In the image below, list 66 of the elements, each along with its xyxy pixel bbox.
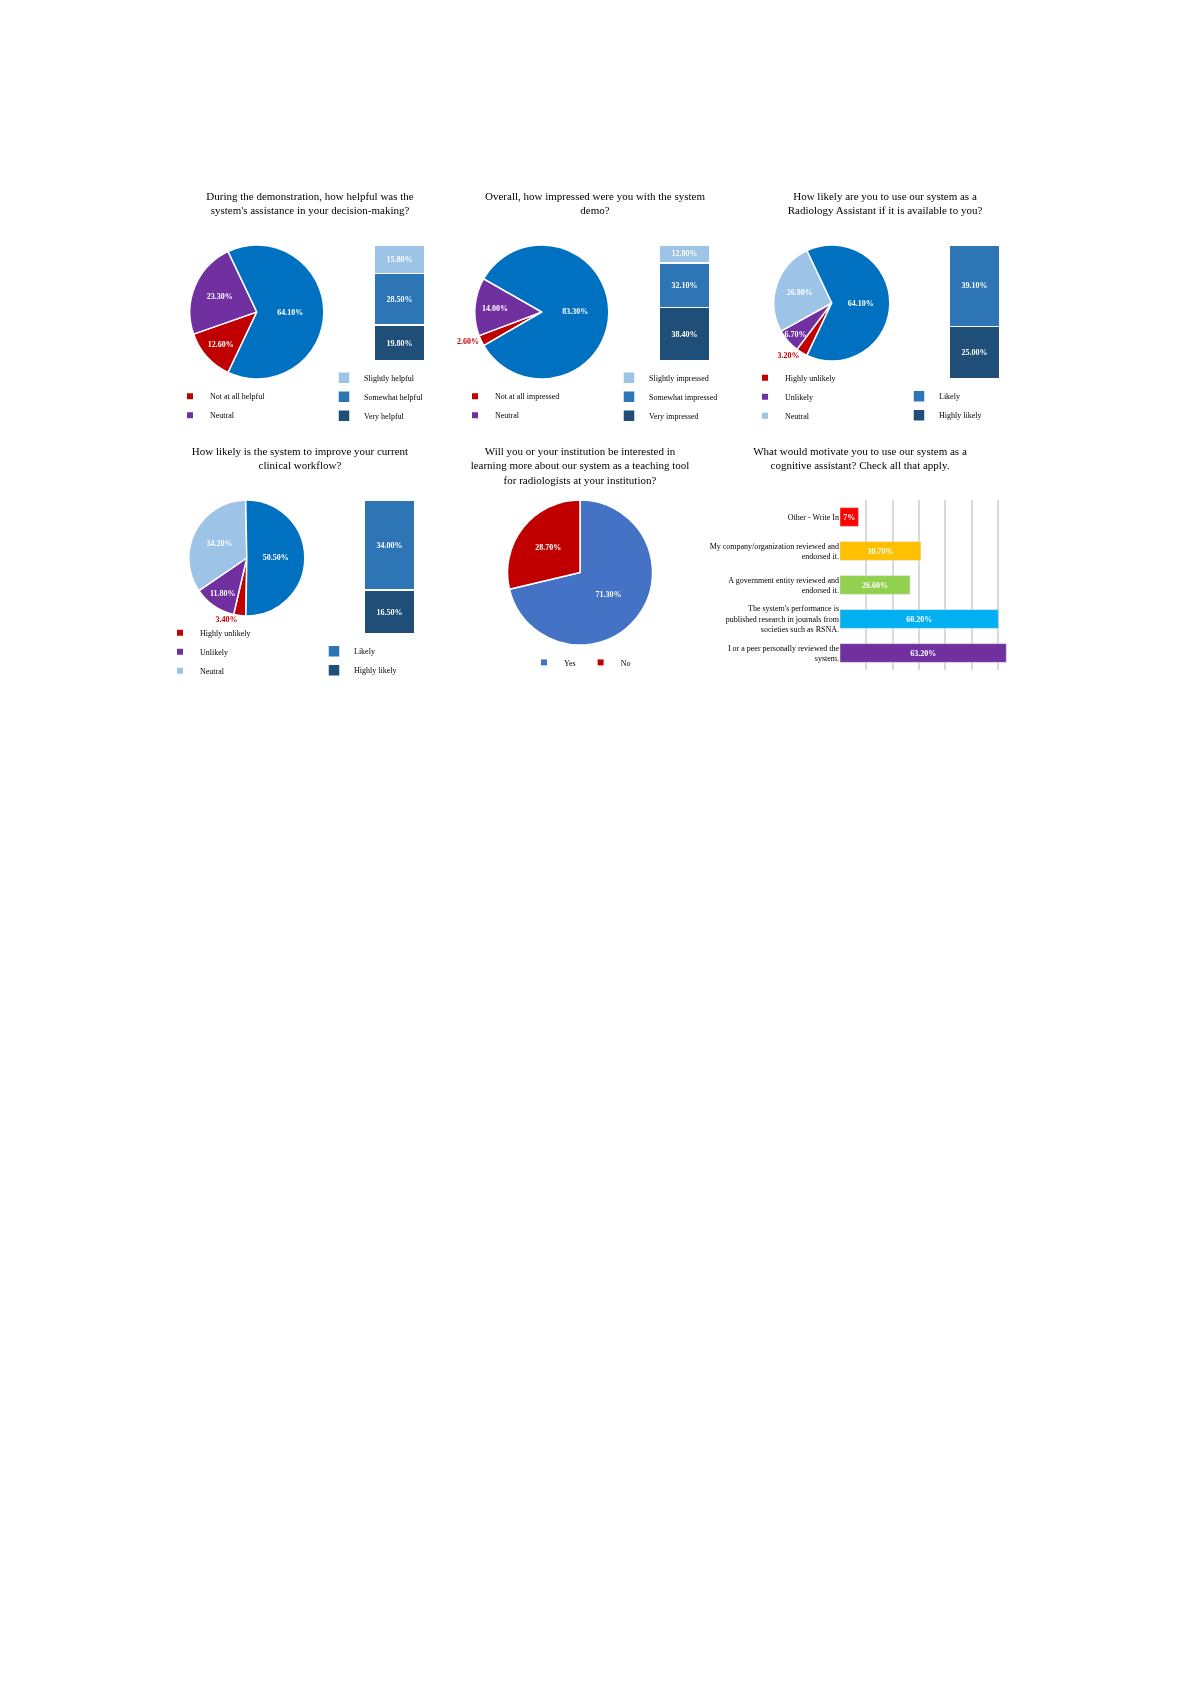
- legend-label: Somewhat impressed: [649, 392, 718, 402]
- legend-label: Very helpful: [364, 411, 405, 421]
- chart-title: During the demonstration, how helpful was the system's assistance in your decision-making?: [206, 190, 414, 217]
- data-label: 3.20%: [777, 351, 800, 361]
- chart-title: Overall, how impressed were you with the system demo?: [485, 190, 706, 217]
- data-label: 38.40%: [671, 329, 698, 339]
- data-label: 25.00%: [961, 348, 988, 358]
- data-label: 15.80%: [386, 254, 413, 264]
- legend-label: Likely: [354, 647, 375, 657]
- y-tick-label: A government entity reviewed and endorsed it.: [728, 575, 839, 595]
- data-label: 34.00%: [376, 540, 403, 550]
- data-label: 6.70%: [784, 330, 807, 339]
- data-label: 28.70%: [535, 542, 562, 552]
- legend-label: Slightly impressed: [649, 373, 709, 383]
- legend-label: Neutral: [200, 666, 225, 676]
- data-label: 3.40%: [215, 615, 238, 625]
- legend-label: Slightly helpful: [364, 373, 415, 383]
- data-label: 39.10%: [961, 281, 988, 291]
- data-label: 12.60%: [207, 339, 234, 349]
- legend-label: Not at all helpful: [210, 392, 266, 402]
- legend-label: Neutral: [785, 411, 810, 421]
- data-label: 28.50%: [386, 294, 413, 304]
- data-label: 2.60%: [457, 337, 480, 347]
- y-tick-label: My company/organization reviewed and endorsed it.: [709, 541, 839, 561]
- data-label: 34.20%: [206, 539, 233, 549]
- legend-label: Likely: [939, 392, 960, 402]
- y-tick-label: The system's performance is published research in journals from societies such as RSNA.: [725, 604, 840, 635]
- data-label: 26.60%: [861, 580, 888, 590]
- legend-label: No: [620, 658, 631, 668]
- legend-label: Somewhat helpful: [364, 392, 424, 402]
- data-label: 63.20%: [910, 648, 937, 658]
- data-label: 7%: [843, 512, 856, 522]
- data-label: 12.80%: [671, 249, 698, 259]
- chart-title: How likely are you to use our system as a Radiology Assistant if it is available to you?: [787, 190, 983, 217]
- data-label: 11.80%: [209, 588, 236, 598]
- data-label: 64.10%: [277, 307, 304, 317]
- data-label: 50.50%: [262, 553, 289, 563]
- chart-title: What would motivate you to use our system as a cognitive assistant? Check all that apply.: [753, 445, 967, 472]
- legend-label: Not at all impressed: [495, 392, 560, 402]
- y-tick-label: Other - Write In: [787, 512, 839, 522]
- bar: [840, 507, 859, 527]
- data-label: 26.00%: [786, 288, 813, 298]
- data-label: 23.30%: [206, 292, 233, 302]
- data-label: 64.10%: [847, 298, 874, 308]
- data-label: 71.30%: [595, 590, 622, 600]
- data-label: 14.00%: [481, 303, 508, 313]
- legend-label: Highly likely: [939, 411, 982, 421]
- legend-label: Very impressed: [649, 411, 699, 421]
- legend-label: Neutral: [210, 411, 235, 421]
- legend-label: Highly unlikely: [785, 373, 836, 383]
- legend-label: Yes: [564, 658, 576, 668]
- legend-label: Highly likely: [354, 666, 397, 676]
- pie-slice: [508, 499, 654, 646]
- data-label: 19.80%: [386, 338, 413, 348]
- legend-label: Unlikely: [785, 392, 813, 402]
- chart-title: How likely is the system to improve your current clinical workflow?: [191, 445, 409, 472]
- legend-label: Neutral: [495, 411, 520, 421]
- y-tick-label: I or a peer personally reviewed the system.: [727, 643, 840, 663]
- data-label: 32.10%: [671, 280, 698, 290]
- data-label: 83.30%: [562, 307, 589, 317]
- chart-title: Will you or your institution be interested in learning more about our system as a teaching tool for radiologists at your institution?: [470, 445, 690, 486]
- data-label: 30.70%: [867, 546, 894, 556]
- legend-label: Unlikely: [200, 647, 228, 657]
- data-label: 60.20%: [906, 614, 933, 624]
- legend-label: Highly unlikely: [200, 628, 251, 638]
- data-label: 16.50%: [376, 607, 403, 617]
